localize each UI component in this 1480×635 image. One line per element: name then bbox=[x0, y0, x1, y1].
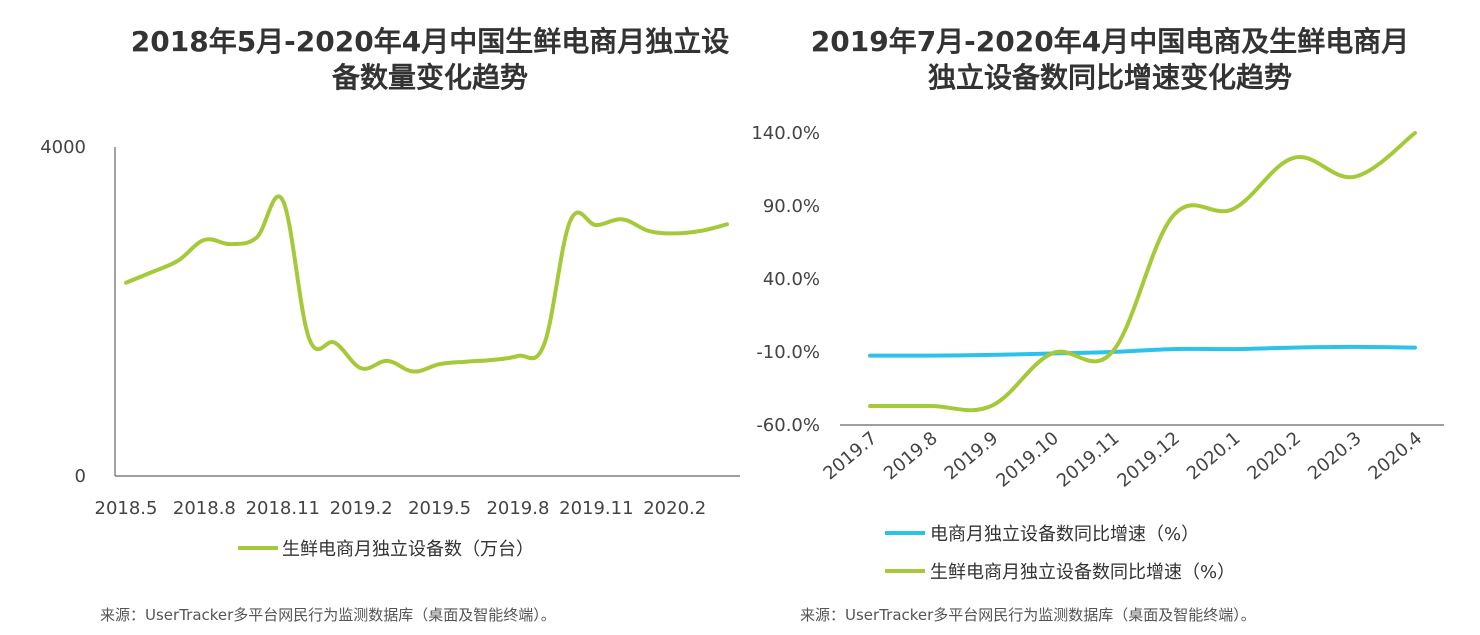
left-x-tick-label: 2019.8 bbox=[486, 498, 549, 519]
left-x-tick-label: 2018.5 bbox=[95, 498, 158, 519]
right-x-tick-label: 2019.10 bbox=[992, 428, 1063, 492]
left-x-tick-label: 2018.8 bbox=[173, 498, 236, 519]
left-chart-title-line2: 备数量变化趋势 bbox=[331, 61, 528, 94]
left-x-tick-label: 2019.2 bbox=[330, 498, 393, 519]
right-x-tick-label: 2019.7 bbox=[819, 428, 881, 485]
right-legend-label-0: 电商月独立设备数同比增速（%） bbox=[930, 524, 1199, 545]
right-chart-panel: 2019年7月-2020年4月中国电商及生鲜电商月 独立设备数同比增速变化趋势 … bbox=[740, 0, 1480, 635]
left-x-tick-label: 2020.2 bbox=[643, 498, 706, 519]
left-y-tick-label: 0 bbox=[75, 466, 86, 487]
right-chart-title-line2: 独立设备数同比增速变化趋势 bbox=[927, 61, 1292, 94]
right-source-note: 来源：UserTracker多平台网民行为监测数据库（桌面及智能终端）。 bbox=[800, 606, 1256, 624]
left-chart-panel: 2018年5月-2020年4月中国生鲜电商月独立设 备数量变化趋势 0 4000 2… bbox=[40, 25, 740, 624]
left-x-tick-label: 2019.11 bbox=[559, 498, 633, 519]
right-x-tick-label: 2019.12 bbox=[1113, 428, 1184, 492]
right-y-tick-label: 90.0% bbox=[763, 196, 820, 217]
right-chart-title: 2019年7月-2020年4月中国电商及生鲜电商月 独立设备数同比增速变化趋势 bbox=[760, 24, 1460, 96]
right-y-tick-label: 140.0% bbox=[751, 123, 820, 144]
right-y-tick-label: -10.0% bbox=[756, 342, 820, 363]
right-x-tick-label: 2020.2 bbox=[1243, 428, 1305, 485]
right-chart-svg: -60.0% -10.0% 40.0% 90.0% 140.0% 2019.72019.8… bbox=[751, 123, 1444, 583]
right-x-tick-label: 2019.11 bbox=[1053, 428, 1124, 492]
left-y-tick-label: 4000 bbox=[40, 137, 86, 158]
right-x-tick-label: 2020.1 bbox=[1183, 428, 1245, 485]
left-chart-svg: 0 4000 2018.5 2018.8 2018.11 2019.2 2019.5 2019… bbox=[40, 137, 740, 560]
right-series-line-1 bbox=[868, 131, 1417, 413]
right-y-tick-label: -60.0% bbox=[756, 415, 820, 436]
right-chart-title-line1: 2019年7月-2020年4月中国电商及生鲜电商月 bbox=[810, 25, 1410, 58]
left-chart-title: 2018年5月-2020年4月中国生鲜电商月独立设 备数量变化趋势 bbox=[110, 24, 750, 96]
left-x-tick-label: 2019.5 bbox=[408, 498, 471, 519]
left-chart-title-line1: 2018年5月-2020年4月中国生鲜电商月独立设 bbox=[130, 25, 730, 58]
left-x-tick-label: 2018.11 bbox=[246, 498, 320, 519]
right-x-tick-label: 2019.8 bbox=[880, 428, 942, 485]
left-source-note: 来源：UserTracker多平台网民行为监测数据库（桌面及智能终端）。 bbox=[100, 606, 556, 624]
right-x-tick-label: 2020.4 bbox=[1364, 428, 1426, 485]
right-series-line-0 bbox=[868, 344, 1417, 358]
right-legend-label-1: 生鲜电商月独立设备数同比增速（%） bbox=[930, 562, 1235, 583]
right-x-tick-label: 2020.3 bbox=[1304, 428, 1366, 485]
right-y-tick-label: 40.0% bbox=[763, 269, 820, 290]
left-series-line bbox=[124, 194, 729, 374]
left-legend-label: 生鲜电商月独立设备数（万台） bbox=[282, 539, 534, 560]
